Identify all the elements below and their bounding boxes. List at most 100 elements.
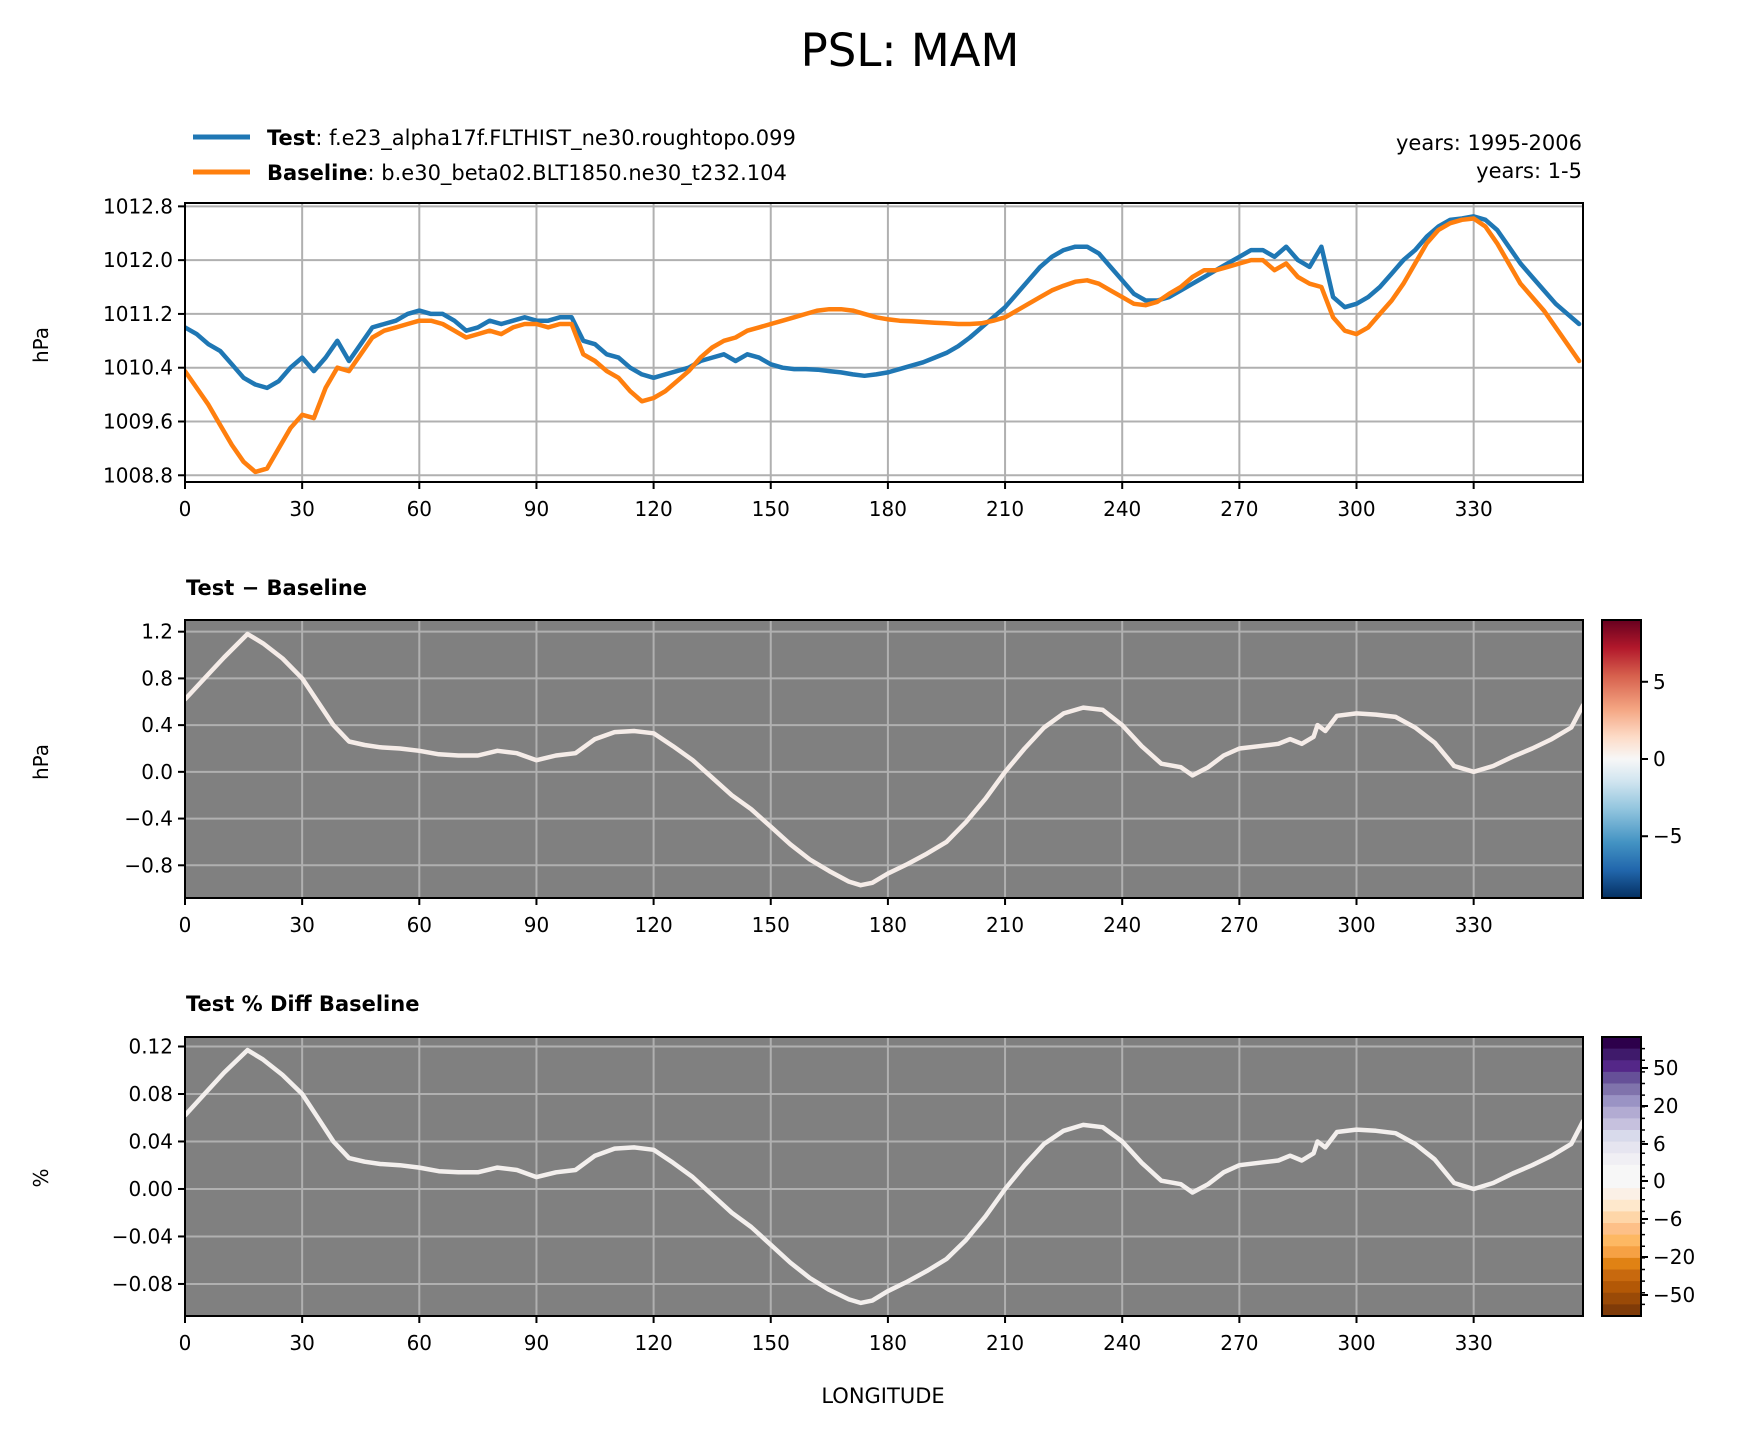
y-axis-label: hPa — [29, 327, 53, 363]
colorbar-pct-band — [1602, 1176, 1641, 1189]
svg-text:Baseline: b.e30_beta02.BLT1850: Baseline: b.e30_beta02.BLT1850.ne30_t232… — [267, 161, 787, 186]
y-tick-label: 0.12 — [128, 1034, 173, 1058]
colorbar-pct — [1601, 1036, 1645, 1317]
colorbar-tick-label: 5 — [1653, 670, 1666, 694]
x-tick-label: 180 — [869, 913, 907, 937]
x-tick-label: 300 — [1337, 497, 1375, 521]
y-tick-label: 1.2 — [141, 620, 173, 644]
y-tick-label: 0.0 — [141, 760, 173, 784]
x-tick-label: 60 — [407, 913, 432, 937]
plot-area — [185, 203, 1583, 482]
x-tick-label: 0 — [179, 913, 192, 937]
colorbar-tick-label: 0 — [1653, 1169, 1666, 1193]
colorbar-pct-band — [1602, 1095, 1641, 1108]
y-tick-label: 1009.6 — [103, 409, 173, 433]
x-tick-label: 0 — [179, 497, 192, 521]
x-tick-label: 30 — [289, 1331, 314, 1355]
colorbar-tick-label: −6 — [1653, 1207, 1682, 1231]
colorbar-diff-gradient — [1601, 619, 1642, 899]
x-tick-label: 300 — [1337, 1331, 1375, 1355]
axes-frame — [184, 202, 1584, 483]
x-tick-label: 300 — [1337, 913, 1375, 937]
legend-baseline-name: b.e30_beta02.BLT1850.ne30_t232.104 — [381, 161, 787, 186]
axes-frame — [184, 1036, 1584, 1317]
colorbar-pct-band — [1602, 1153, 1641, 1166]
legend-test-label: Test — [267, 126, 315, 150]
colorbar-tick-label: −50 — [1653, 1283, 1695, 1307]
colorbar-pct-band — [1602, 1037, 1641, 1050]
colorbar-pct-band — [1602, 1071, 1641, 1085]
colorbar-pct-band — [1602, 1164, 1641, 1178]
x-tick-label: 90 — [524, 913, 549, 937]
x-tick-label: 240 — [1103, 913, 1141, 937]
y-tick-label: 0.00 — [128, 1177, 173, 1201]
colorbar-pct-band — [1602, 1048, 1641, 1061]
series-line-test-baseline — [185, 631, 1583, 888]
x-tick-label: 210 — [986, 497, 1024, 521]
colorbar-pct-band — [1602, 1083, 1641, 1096]
x-tick-label: 240 — [1103, 497, 1141, 521]
x-tick-label: 270 — [1220, 913, 1258, 937]
x-tick-label: 120 — [635, 497, 673, 521]
colorbar-pct-band — [1602, 1141, 1641, 1154]
colorbar-diff — [1601, 619, 1642, 899]
x-tick-label: 180 — [869, 497, 907, 521]
x-tick-label: 210 — [986, 913, 1024, 937]
x-tick-label: 30 — [289, 497, 314, 521]
colorbar-pct-band — [1602, 1223, 1641, 1236]
x-tick-label: 150 — [752, 497, 790, 521]
x-tick-label: 120 — [635, 913, 673, 937]
plot-area — [185, 620, 1583, 898]
x-tick-label: 330 — [1455, 497, 1493, 521]
axes-frame — [184, 619, 1584, 899]
colorbar-tick-label: 20 — [1653, 1094, 1678, 1118]
y-tick-label: −0.8 — [124, 853, 173, 877]
y-tick-label: 1010.4 — [103, 356, 173, 380]
x-tick-label: 330 — [1455, 1331, 1493, 1355]
x-tick-label: 0 — [179, 1331, 192, 1355]
x-tick-label: 90 — [524, 497, 549, 521]
diff-panel-title: Test − Baseline — [186, 576, 367, 600]
x-tick-label: 240 — [1103, 1331, 1141, 1355]
y-axis-label: hPa — [29, 744, 53, 780]
x-axis-label: LONGITUDE — [821, 1384, 944, 1408]
y-axis-label: % — [29, 1168, 53, 1187]
y-tick-label: 0.4 — [141, 713, 173, 737]
colorbar-tick-label: 6 — [1653, 1132, 1666, 1156]
baseline-years: years: 1-5 — [1476, 159, 1582, 183]
panel-1: 0 30 60 90 120 150 180 210 240 270 300 330 1.2 0.8 0.4… — [29, 619, 1682, 937]
plot-area — [185, 1037, 1583, 1316]
svg-text:Test: f.e23_alpha17f.FLTHIST_n: Test: f.e23_alpha17f.FLTHIST_ne30.rought… — [267, 126, 796, 151]
series-line-test — [185, 214, 1582, 391]
x-tick-label: 330 — [1455, 913, 1493, 937]
y-tick-label: 0.04 — [128, 1129, 173, 1153]
colorbar-pct-band — [1602, 1257, 1641, 1271]
panel-2: 0 30 60 90 120 150 180 210 240 270 300 3300.120.080… — [29, 1034, 1695, 1355]
y-tick-label: −0.08 — [112, 1272, 173, 1296]
x-tick-label: 60 — [407, 497, 432, 521]
colorbar-tick-label: −5 — [1653, 824, 1682, 848]
y-tick-label: 1012.0 — [103, 248, 173, 272]
y-tick-label: 1008.8 — [103, 463, 173, 487]
colorbar-pct-band — [1602, 1118, 1641, 1131]
colorbar-tick-label: 50 — [1653, 1056, 1678, 1080]
colorbar-pct-band — [1602, 1188, 1641, 1201]
y-tick-label: −0.04 — [112, 1224, 173, 1248]
x-tick-label: 150 — [752, 913, 790, 937]
pct-panel-title: Test % Diff Baseline — [186, 992, 419, 1016]
test-years: years: 1995-2006 — [1396, 131, 1582, 155]
colorbar-pct-band — [1602, 1246, 1641, 1259]
colorbar-pct-band — [1602, 1269, 1641, 1282]
colorbar-tick-label: 0 — [1653, 747, 1666, 771]
y-tick-label: 0.08 — [128, 1082, 173, 1106]
x-tick-label: 90 — [524, 1331, 549, 1355]
colorbar-pct-band — [1602, 1199, 1641, 1212]
x-tick-label: 270 — [1220, 497, 1258, 521]
y-tick-label: 0.8 — [141, 666, 173, 690]
x-tick-label: 30 — [289, 913, 314, 937]
legend-test-name: f.e23_alpha17f.FLTHIST_ne30.roughtopo.09… — [329, 126, 796, 151]
figure-title: PSL: MAM — [801, 24, 1020, 77]
colorbar-pct-band — [1602, 1234, 1641, 1247]
y-tick-label: 1012.8 — [103, 194, 173, 218]
